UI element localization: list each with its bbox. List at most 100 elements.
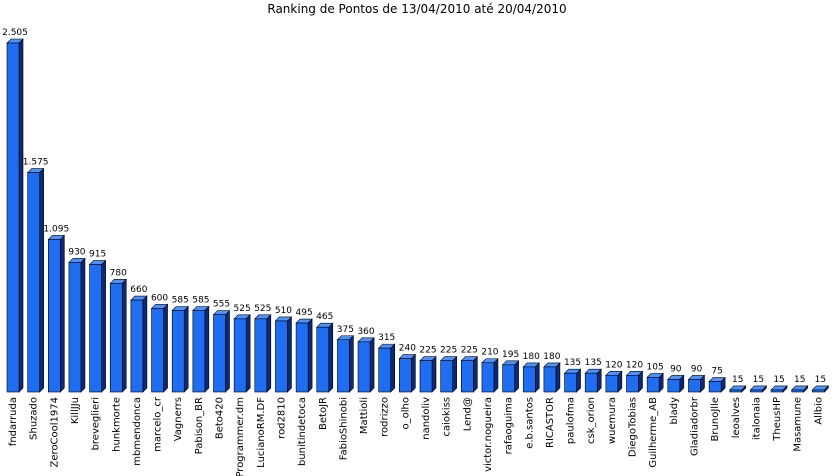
bar-front <box>254 318 268 393</box>
category-label: Guilherme_AB <box>648 397 659 468</box>
value-label: 315 <box>378 333 395 343</box>
bar-39 <box>811 385 830 393</box>
bar-29 <box>605 370 623 393</box>
value-label: 780 <box>110 268 127 278</box>
bar-side <box>266 314 272 393</box>
value-label: 555 <box>213 300 230 310</box>
bar-7 <box>150 303 169 393</box>
bar-side <box>59 234 65 393</box>
bar-side <box>493 358 499 393</box>
category-label: ZeroCool1974 <box>49 397 60 467</box>
value-label: 105 <box>647 362 664 372</box>
category-label: paulofma <box>566 397 577 444</box>
bar-side <box>245 314 251 393</box>
bar-side <box>121 278 127 393</box>
bar-side <box>142 295 148 393</box>
bar-35 <box>729 385 747 393</box>
bar-front <box>6 42 20 393</box>
bar-9 <box>192 305 210 393</box>
value-label: 465 <box>316 312 333 322</box>
bar-17 <box>357 337 375 393</box>
bar-side <box>307 318 313 393</box>
bar-front <box>812 389 825 393</box>
category-label: Pabison_BR <box>194 397 205 454</box>
bar-37 <box>770 385 788 393</box>
value-label: 240 <box>399 344 416 354</box>
value-label: 210 <box>481 348 498 358</box>
category-label: o_olho <box>400 397 411 429</box>
category-label: rafaoguima <box>504 397 515 454</box>
value-label: 120 <box>626 360 643 370</box>
category-label: e.b.santos <box>524 397 535 449</box>
bar-front <box>460 360 474 393</box>
value-label: 135 <box>564 358 581 368</box>
category-label: Lend@ <box>462 397 473 431</box>
category-label: DiegoTobias <box>628 397 639 457</box>
bar-14 <box>295 318 313 393</box>
bar-side <box>101 259 106 393</box>
bar-side <box>411 353 416 393</box>
bar-12 <box>254 314 272 393</box>
bar-front <box>275 320 288 393</box>
bar-front <box>440 360 453 393</box>
bar-front <box>522 366 536 393</box>
bar-side <box>431 355 437 393</box>
value-label: 120 <box>605 360 622 370</box>
category-label: wuemura <box>607 397 618 444</box>
value-label: 225 <box>440 346 457 356</box>
bar-side <box>80 257 86 393</box>
bar-26 <box>543 362 561 393</box>
value-label: 90 <box>691 364 703 374</box>
bar-18 <box>377 343 396 393</box>
category-label: rod2810 <box>276 397 287 439</box>
bar-3 <box>68 257 86 393</box>
bar-30 <box>625 370 644 393</box>
bar-front <box>750 389 763 393</box>
bar-side <box>163 303 168 393</box>
bar-side <box>349 335 354 393</box>
category-label: mbmendonca <box>132 397 143 466</box>
bar-front <box>68 262 82 393</box>
bar-front <box>316 326 330 393</box>
bar-front <box>233 318 247 393</box>
bar-20 <box>419 355 437 393</box>
bar-front <box>337 339 350 393</box>
category-label: LucianoRM.DF <box>256 397 267 468</box>
value-label: 180 <box>523 352 540 362</box>
bar-38 <box>790 385 809 393</box>
value-label: 1.095 <box>43 224 69 234</box>
bar-front <box>667 379 681 393</box>
value-label: 660 <box>130 285 147 295</box>
category-label: blady <box>669 397 680 425</box>
bar-front <box>419 360 433 393</box>
value-label: 15 <box>773 375 784 385</box>
bar-front <box>626 374 639 393</box>
category-label: Mattioli <box>359 397 370 434</box>
value-label: 600 <box>151 293 168 303</box>
bar-24 <box>501 360 520 393</box>
bar-side <box>452 355 457 393</box>
value-label: 510 <box>275 306 292 316</box>
bar-front <box>708 381 722 393</box>
value-label: 585 <box>172 295 189 305</box>
bar-front <box>584 372 598 393</box>
category-label: italonaia <box>751 397 762 440</box>
bar-36 <box>749 385 768 393</box>
bar-side <box>225 309 230 393</box>
bar-front <box>27 172 40 393</box>
category-label: hunkmorte <box>111 397 122 452</box>
value-label: 375 <box>337 325 354 335</box>
bar-front <box>109 283 123 393</box>
value-label: 585 <box>192 295 209 305</box>
bar-front <box>295 322 309 393</box>
bar-front <box>357 341 371 393</box>
value-label: 225 <box>419 346 436 356</box>
bar-front <box>605 374 619 393</box>
bar-10 <box>212 309 231 393</box>
bar-34 <box>708 376 726 393</box>
value-label: 15 <box>732 375 743 385</box>
bar-32 <box>667 374 685 393</box>
bar-31 <box>646 372 664 393</box>
bar-19 <box>398 353 417 393</box>
